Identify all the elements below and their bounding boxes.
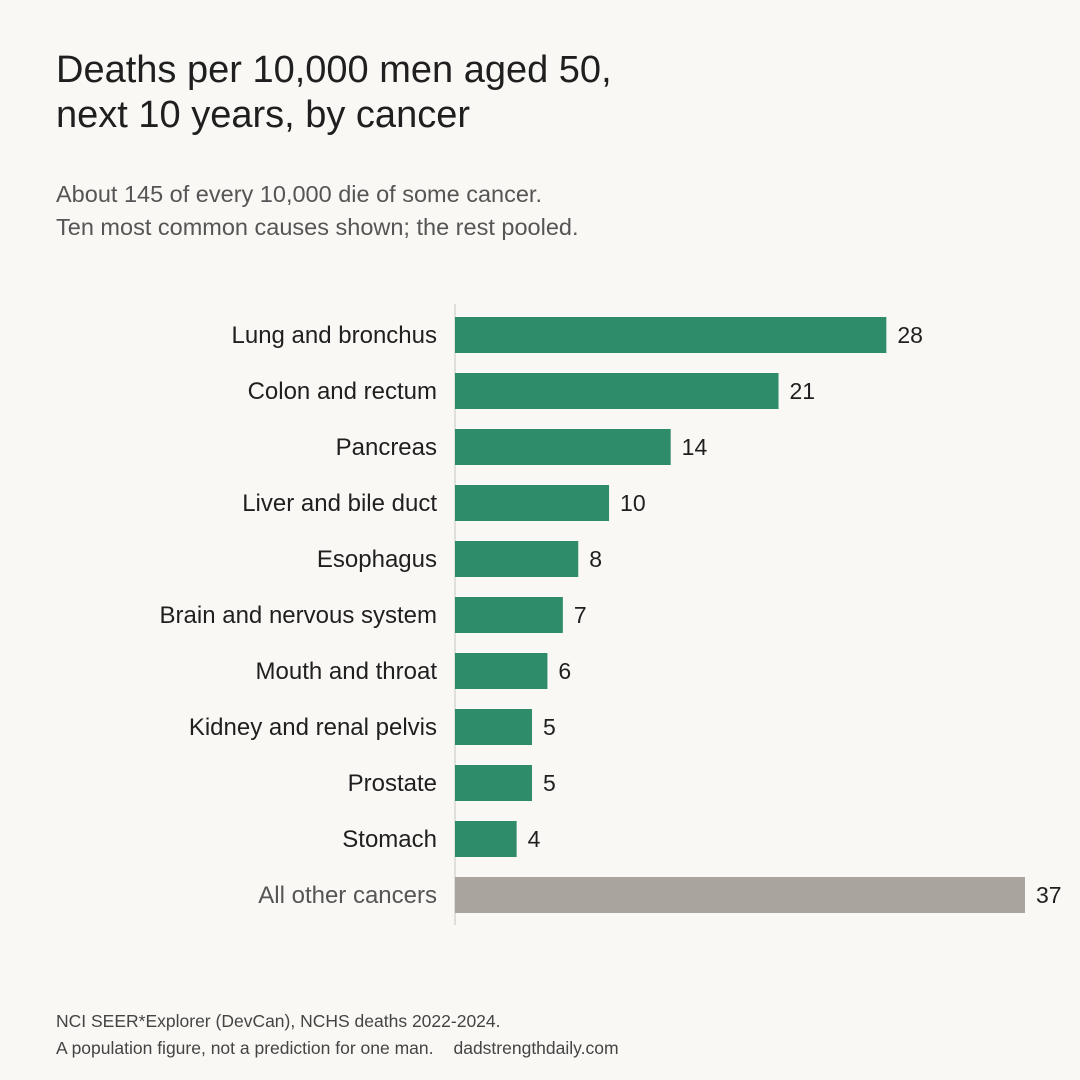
bar-row-colon-and-rectum: Colon and rectum 21 <box>248 373 816 409</box>
chart-subtitle-line-1: About 145 of every 10,000 die of some ca… <box>56 181 542 207</box>
value-label: 4 <box>528 826 541 852</box>
bar <box>455 821 517 857</box>
chart-subtitle-line-2: Ten most common causes shown; the rest p… <box>56 214 579 240</box>
population-note: A population figure, not a prediction fo… <box>56 1038 434 1058</box>
bar <box>455 429 671 465</box>
category-label: Brain and nervous system <box>160 602 437 629</box>
category-label: Prostate <box>348 770 437 797</box>
chart-subtitle: About 145 of every 10,000 die of some ca… <box>56 178 1016 244</box>
value-label: 7 <box>574 602 587 628</box>
bar-row-esophagus: Esophagus 8 <box>317 541 602 577</box>
category-label: All other cancers <box>258 882 437 909</box>
bar-row-lung-and-bronchus: Lung and bronchus 28 <box>232 317 923 353</box>
bar <box>455 653 548 689</box>
bar-row-kidney-and-renal-pelvis: Kidney and renal pelvis 5 <box>189 709 556 745</box>
category-label: Pancreas <box>336 434 437 461</box>
value-label: 5 <box>543 770 556 796</box>
chart-title-line-1: Deaths per 10,000 men aged 50, <box>56 49 612 91</box>
value-label: 28 <box>897 322 923 348</box>
value-label: 5 <box>543 714 556 740</box>
bar-row-mouth-and-throat: Mouth and throat 6 <box>256 653 571 689</box>
bar <box>455 485 610 521</box>
bar-row-prostate: Prostate 5 <box>348 765 556 801</box>
website-credit: dadstrengthdaily.com <box>453 1038 619 1058</box>
category-label: Kidney and renal pelvis <box>189 714 437 741</box>
bar <box>455 877 1025 913</box>
footer-second-line: A population figure, not a prediction fo… <box>56 1035 619 1062</box>
chart-title-line-2: next 10 years, by cancer <box>56 94 470 136</box>
bar-row-liver-and-bile-duct: Liver and bile duct 10 <box>242 485 646 521</box>
bar <box>455 597 563 633</box>
bar-row-pancreas: Pancreas 14 <box>336 429 708 465</box>
category-label: Colon and rectum <box>248 378 437 405</box>
value-label: 8 <box>589 546 602 572</box>
chart-footer: NCI SEER*Explorer (DevCan), NCHS deaths … <box>56 1008 619 1062</box>
value-label: 21 <box>790 378 816 404</box>
chart-title: Deaths per 10,000 men aged 50, next 10 y… <box>56 48 1016 138</box>
bar-chart: Lung and bronchus 28 Colon and rectum 21 Pan… <box>160 304 1062 925</box>
bar <box>455 317 887 353</box>
bar-row-all-other-cancers: All other cancers 37 <box>258 877 1062 913</box>
value-label: 10 <box>620 490 646 516</box>
category-label: Mouth and throat <box>256 658 438 685</box>
bar-row-stomach: Stomach 4 <box>342 821 541 857</box>
category-label: Lung and bronchus <box>232 322 438 349</box>
bar-row-brain-and-nervous-system: Brain and nervous system 7 <box>160 597 587 633</box>
bar <box>455 373 779 409</box>
category-label: Liver and bile duct <box>242 490 437 517</box>
category-label: Esophagus <box>317 546 437 573</box>
bar <box>455 765 533 801</box>
bar <box>455 541 579 577</box>
value-label: 37 <box>1036 882 1062 908</box>
source-note: NCI SEER*Explorer (DevCan), NCHS deaths … <box>56 1011 501 1031</box>
bar <box>455 709 533 745</box>
value-label: 6 <box>558 658 571 684</box>
category-label: Stomach <box>342 826 437 853</box>
value-label: 14 <box>682 434 708 460</box>
